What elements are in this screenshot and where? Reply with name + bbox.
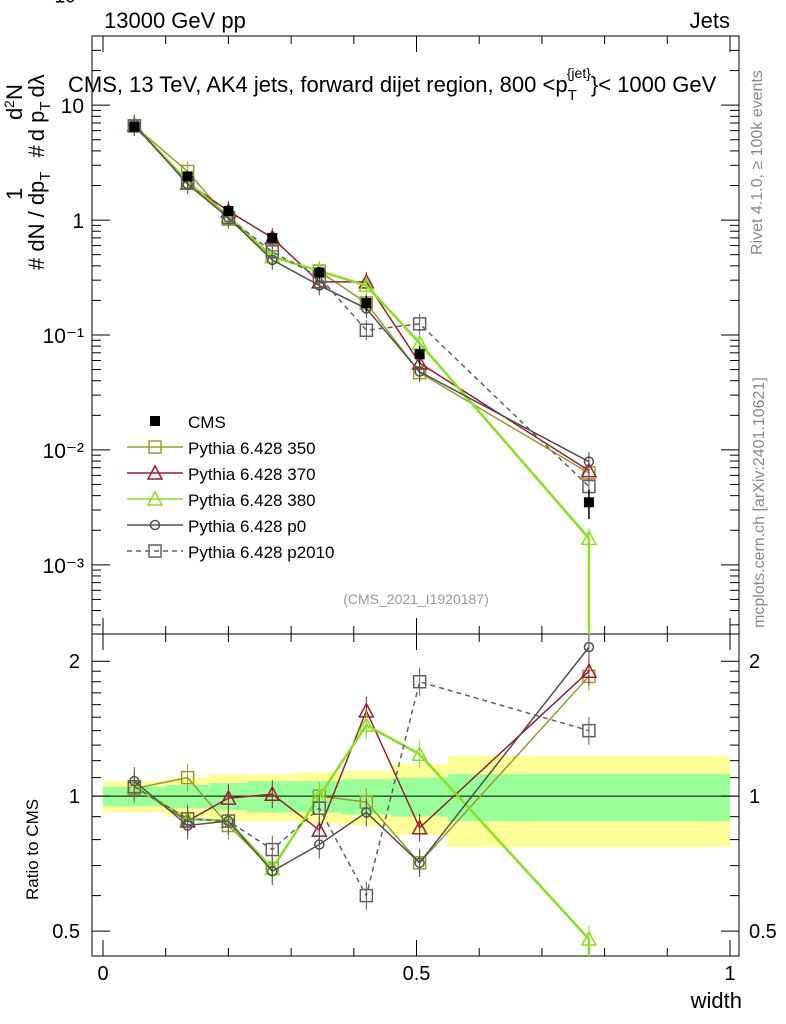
x-tick-label: 0.5 [403, 963, 431, 985]
y-tick-label: 10⁻³ [43, 555, 84, 578]
legend-label: Pythia 6.428 p2010 [188, 543, 335, 562]
legend-label: Pythia 6.428 p0 [188, 517, 306, 536]
series-ratio-point [582, 723, 596, 738]
data-point [223, 205, 234, 216]
data-point [414, 349, 425, 360]
chart-title: CMS, 13 TeV, AK4 jets, forward dijet reg… [68, 65, 717, 104]
series-point [414, 366, 425, 377]
y-tick-label-extra: 10² [55, 0, 82, 7]
svg-text:# dN / dpT#d pTdλ: # dN / dpT#d pTdλ [24, 74, 54, 270]
legend-label: Pythia 6.428 370 [188, 465, 316, 484]
series-ratio-line [133, 670, 590, 832]
y-tick-label: 10 [61, 95, 84, 118]
data-point [129, 121, 140, 132]
svg-text:d: d [2, 108, 27, 120]
ratio-tick-label-right: 2 [749, 651, 760, 673]
ratio-band-inner [447, 774, 730, 822]
ratio-frame [91, 633, 740, 957]
x-tick-label: 1 [724, 963, 735, 985]
series-ratio-point [583, 641, 595, 653]
series-ratio-point [127, 779, 142, 794]
legend-marker [149, 519, 161, 531]
series-ratio-point [267, 865, 278, 877]
y-axis-label: # dN / dpT#d pTdλ 1 d 2 N [1, 74, 54, 270]
rivet-label: Rivet 4.1.0, ≥ 100k events [749, 70, 766, 255]
series-point [265, 245, 280, 259]
header-left: 13000 GeV pp [104, 8, 246, 33]
ratio-tick-label-right: 1 [749, 786, 760, 808]
series-ratio-line [133, 646, 590, 873]
legend-marker [146, 490, 164, 506]
series-ratio-point [180, 812, 195, 826]
series-ratio-point [312, 801, 327, 815]
ratio-tick-label-right: 0.5 [749, 921, 777, 943]
ratio-tick-label: 0.5 [52, 921, 80, 943]
series-line [133, 123, 590, 463]
series-ratio-point [220, 789, 237, 805]
data-point [182, 171, 193, 182]
cms-data-group [129, 121, 594, 520]
legend-marker-cms [150, 416, 160, 426]
ratio-tick-label: 1 [69, 786, 80, 808]
legend-marker [148, 440, 162, 454]
svg-text:N: N [2, 84, 27, 100]
ratio-y-label: Ratio to CMS [23, 799, 42, 900]
series-ratio-point [314, 839, 325, 850]
series-point [358, 276, 375, 293]
legend-label: Pythia 6.428 350 [188, 439, 316, 458]
svg-text:2: 2 [1, 100, 17, 108]
series-ratio-point [411, 819, 428, 835]
x-axis-label: width [690, 988, 742, 1013]
mcplots-label: mcplots.cern.ch [arXiv:2401.10621] [751, 377, 768, 628]
series-ratio-point [412, 674, 427, 689]
legend-marker [146, 464, 164, 480]
data-point [361, 297, 372, 308]
x-tick-label: 0 [97, 963, 108, 985]
y-tick-label: 10⁻² [43, 440, 84, 463]
header-right: Jets [690, 8, 730, 33]
series-point [412, 317, 427, 331]
series-ratio-point [411, 745, 428, 762]
legend-label: Pythia 6.428 380 [188, 491, 316, 510]
data-point [314, 267, 325, 278]
series-ratio-point [358, 716, 375, 732]
series-ratio-line [133, 723, 590, 940]
data-point [267, 232, 278, 243]
legend: CMS Pythia 6.428 350 Pythia 6.428 370 Pythi… [127, 413, 335, 562]
series-ratio-point [264, 785, 281, 801]
series-ratio-point [580, 662, 598, 678]
data-point [583, 497, 594, 508]
series-ratio-point [361, 807, 372, 818]
series-point [583, 456, 595, 467]
series-point [127, 119, 142, 133]
legend-label-cms: CMS [188, 413, 226, 432]
y-tick-label: 1 [72, 210, 84, 233]
series-ratio-point [414, 857, 425, 869]
series-ratio-point [180, 770, 195, 785]
series-ratio-point [265, 842, 280, 857]
axis-ticks: 0 0.5 1 10⁻³ 10⁻² 10⁻¹ 1 10 10² 0.5 0.5 1 1 2 2 [43, 0, 777, 985]
svg-text:1: 1 [2, 188, 27, 200]
series-group [126, 114, 598, 956]
ratio-tick-label: 2 [69, 651, 80, 673]
series-ratio-point [359, 888, 374, 903]
y-tick-label: 10⁻¹ [43, 325, 84, 348]
series-point [359, 323, 374, 337]
legend-marker [148, 544, 162, 558]
series-ratio-point [221, 814, 236, 828]
analysis-watermark: (CMS_2021_I1920187) [343, 591, 489, 607]
